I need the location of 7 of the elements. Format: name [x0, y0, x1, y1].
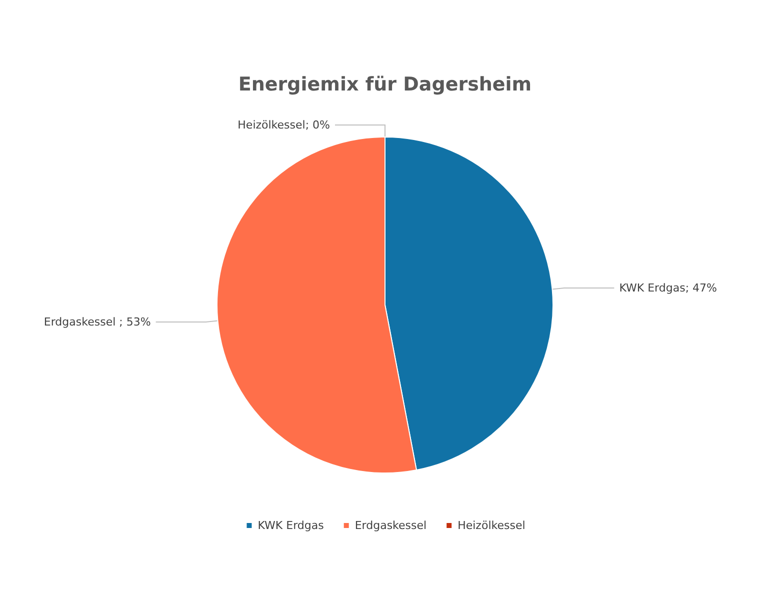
data-label: KWK Erdgas; 47% [619, 282, 717, 295]
legend-label: Erdgaskessel [354, 519, 427, 532]
data-label: Erdgaskessel ; 53% [44, 315, 151, 328]
legend-label: KWK Erdgas [258, 519, 324, 532]
chart-title: Energiemix für Dagersheim [238, 74, 532, 96]
legend-label: Heizölkessel [458, 519, 526, 532]
text: Heizölkessel; 0% [238, 118, 330, 132]
